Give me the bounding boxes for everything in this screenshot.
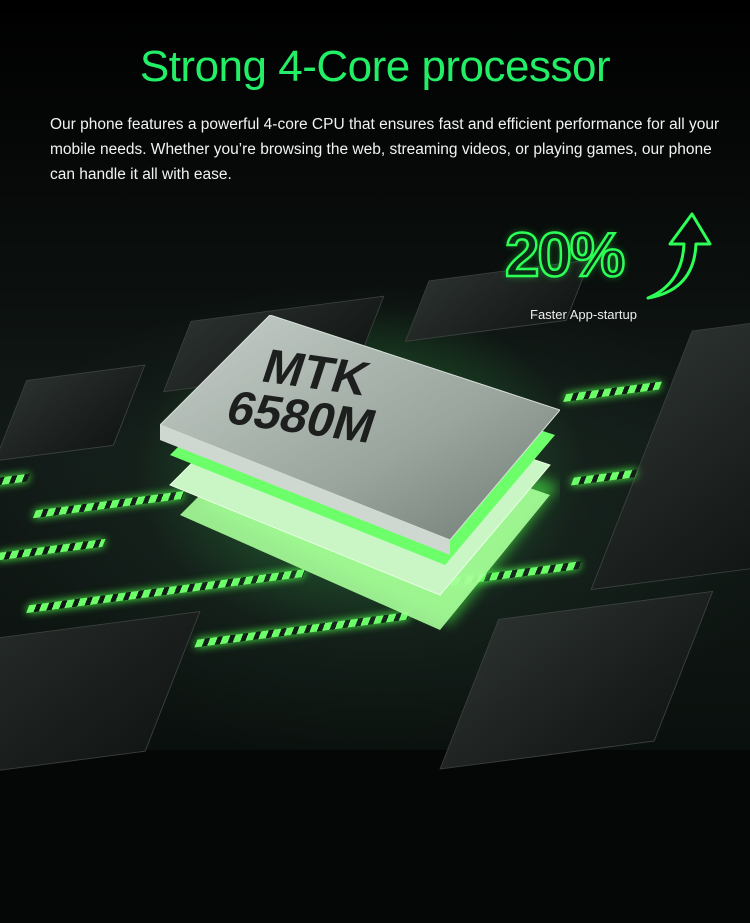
- processor-chip: [160, 315, 560, 630]
- description: Our phone features a powerful 4-core CPU…: [50, 116, 720, 183]
- stat-badge: 20%: [500, 210, 720, 310]
- stat-label: Faster App-startup: [530, 307, 637, 322]
- arrow-up-icon: [646, 212, 712, 300]
- stat-value: 20%: [504, 220, 627, 292]
- page-title: Strong 4-Core processor: [139, 42, 611, 91]
- chip-label: MTK 6580M: [220, 340, 395, 453]
